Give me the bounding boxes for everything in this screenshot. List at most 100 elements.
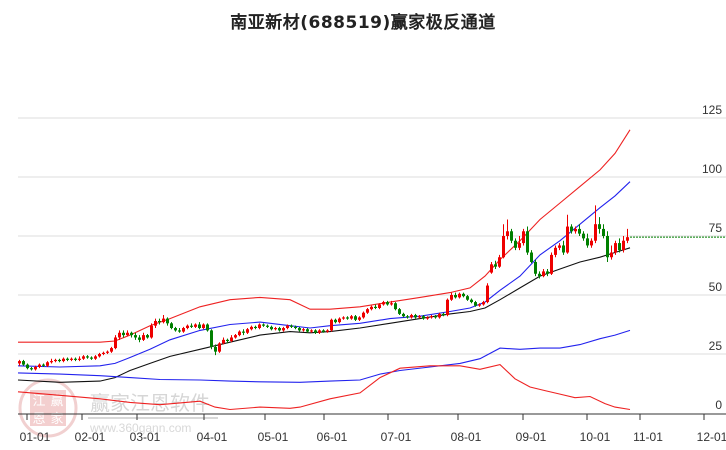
candle-up: [218, 343, 221, 352]
x-tick-label: 04-01: [197, 430, 228, 444]
candle-down: [206, 324, 209, 331]
candle-down: [394, 303, 397, 310]
candle-down: [466, 296, 469, 300]
candle-down: [322, 330, 325, 332]
candle-up: [222, 339, 225, 344]
band-middle: [17, 247, 631, 383]
candle-up: [62, 358, 65, 362]
candle-up: [54, 359, 57, 362]
candle-up: [286, 325, 289, 329]
candle-down: [214, 346, 217, 352]
band-inner_upper: [17, 181, 631, 368]
seal-ring-icon: [18, 378, 78, 438]
candle-down: [546, 271, 549, 274]
candle-up: [366, 309, 369, 313]
candle-up: [554, 247, 557, 255]
candle-up: [326, 330, 329, 332]
candle-up: [558, 245, 561, 248]
candle-up: [118, 332, 121, 338]
candle-down: [58, 359, 61, 362]
candle-up: [70, 358, 73, 360]
candle-up: [566, 226, 569, 253]
candle-up: [302, 329, 305, 331]
candle-up: [282, 328, 285, 331]
candle-up: [102, 352, 105, 354]
candle-up: [274, 328, 277, 330]
candle-up: [594, 224, 597, 241]
candle-down: [570, 226, 573, 232]
candle-down: [30, 368, 33, 370]
candlesticks: [18, 205, 629, 371]
seal-char: 赢: [50, 393, 63, 409]
candle-up: [490, 264, 493, 273]
candle-up: [382, 302, 385, 305]
candle-down: [22, 361, 25, 365]
x-tick-label: 06-01: [317, 430, 348, 444]
candle-up: [622, 240, 625, 251]
band-outer_lower: [17, 363, 631, 411]
candle-up: [486, 285, 489, 303]
candle-up: [438, 313, 441, 318]
candle-down: [414, 315, 417, 318]
candle-up: [362, 312, 365, 318]
candle-down: [254, 326, 257, 329]
candle-down: [86, 356, 89, 358]
candle-down: [306, 329, 309, 332]
candle-up: [318, 330, 321, 333]
candle-up: [330, 319, 333, 331]
band-outer_upper: [18, 129, 631, 343]
candle-up: [162, 318, 165, 323]
candle-down: [314, 330, 317, 333]
candle-down: [242, 331, 245, 333]
candle-up: [46, 362, 49, 366]
candle-down: [346, 317, 349, 319]
candle-down: [434, 316, 437, 318]
candle-down: [534, 261, 537, 274]
candle-down: [582, 233, 585, 239]
x-axis: 01-01 02-01 03-01 04-01 05-01 06-01 07-01 08-01…: [18, 413, 726, 444]
candle-up: [114, 337, 117, 349]
candle-up: [338, 318, 341, 323]
candle-down: [530, 252, 533, 262]
candle-up: [186, 325, 189, 329]
candle-down: [146, 335, 149, 338]
band-inner_lower: [17, 329, 631, 383]
candle-down: [26, 364, 29, 369]
candle-up: [150, 325, 153, 338]
candle-up: [518, 243, 521, 248]
candle-down: [134, 335, 137, 338]
candle-down: [210, 330, 213, 347]
candle-up: [258, 324, 261, 329]
grid-lines: [18, 117, 726, 355]
candle-up: [126, 332, 129, 336]
candle-up: [550, 254, 553, 274]
candle-up: [522, 231, 525, 244]
candle-up: [590, 240, 593, 246]
x-tick-label: 11-01: [633, 430, 663, 444]
candle-down: [578, 228, 581, 234]
candle-down: [474, 302, 477, 306]
candle-up: [430, 316, 433, 318]
candle-down: [270, 326, 273, 330]
candle-up: [38, 364, 41, 367]
channel-bands: [17, 129, 631, 411]
candle-down: [174, 328, 177, 331]
candle-down: [454, 295, 457, 298]
candle-up: [358, 317, 361, 320]
candle-up: [50, 361, 53, 363]
candle-down: [602, 228, 605, 236]
candle-down: [178, 330, 181, 332]
candle-down: [266, 325, 269, 327]
y-tick-label: 50: [709, 280, 723, 294]
candle-up: [194, 324, 197, 327]
candle-up: [106, 351, 109, 353]
candle-down: [442, 313, 445, 316]
candle-down: [462, 293, 465, 297]
watermark-url: www.360gann.com: [89, 421, 191, 435]
candle-down: [494, 264, 497, 267]
candle-down: [298, 328, 301, 331]
candle-down: [190, 325, 193, 327]
candle-up: [310, 330, 313, 332]
candle-down: [510, 231, 513, 241]
candle-up: [98, 354, 101, 357]
